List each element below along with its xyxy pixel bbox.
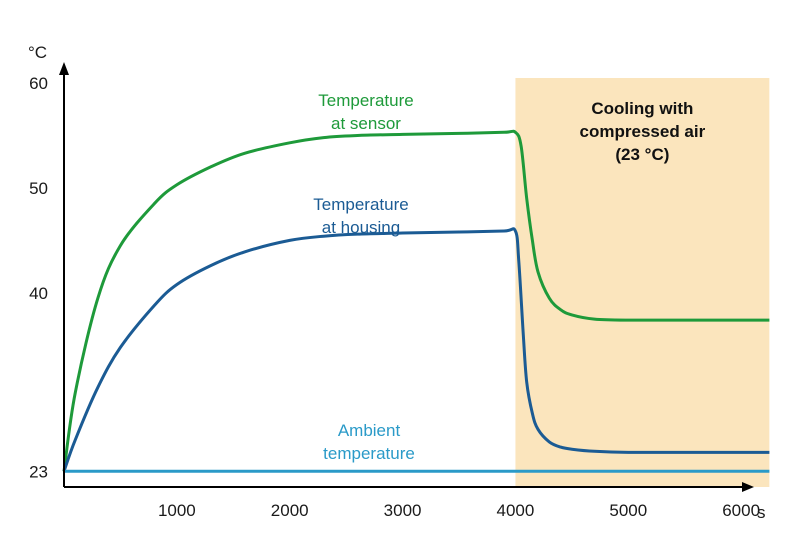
x-tick-label: 5000 xyxy=(609,501,647,520)
series-lines xyxy=(62,129,770,473)
sensor-label-line-2: at sensor xyxy=(331,114,401,133)
cooling-region xyxy=(515,78,770,487)
y-tick-label: 50 xyxy=(29,179,48,198)
sensor-label-line-1: Temperature xyxy=(318,91,413,110)
y-tick-labels: 23 40 50 60 xyxy=(29,74,48,481)
x-axis-unit: s xyxy=(757,503,766,522)
x-axis-arrow xyxy=(742,482,754,492)
y-tick-label: 40 xyxy=(29,284,48,303)
x-tick-label: 1000 xyxy=(158,501,196,520)
x-tick-label: 4000 xyxy=(497,501,535,520)
housing-label-line-2: at housing xyxy=(322,218,400,237)
ambient-label-line-1: Ambient xyxy=(338,421,401,440)
cooling-region-label: Cooling with compressed air (23 °C) xyxy=(580,99,706,164)
y-axis-unit: °C xyxy=(28,43,47,62)
y-tick-label: 60 xyxy=(29,74,48,93)
y-axis-arrow xyxy=(59,62,69,75)
housing-temperature-line xyxy=(62,227,770,472)
housing-label-line-1: Temperature xyxy=(313,195,408,214)
sensor-temperature-line xyxy=(62,129,770,472)
x-tick-labels: 1000 2000 3000 4000 5000 6000 xyxy=(158,501,760,520)
x-tick-label: 3000 xyxy=(384,501,422,520)
series-labels: Temperature at sensor Temperature at hou… xyxy=(313,91,415,463)
ambient-label-line-2: temperature xyxy=(323,444,415,463)
cooling-region-label-line-3: (23 °C) xyxy=(615,145,669,164)
x-tick-label: 2000 xyxy=(271,501,309,520)
x-tick-label: 6000 xyxy=(722,501,760,520)
cooling-region-label-line-1: Cooling with xyxy=(591,99,693,118)
y-tick-label: 23 xyxy=(29,462,48,481)
cooling-region-label-line-2: compressed air xyxy=(580,122,706,141)
